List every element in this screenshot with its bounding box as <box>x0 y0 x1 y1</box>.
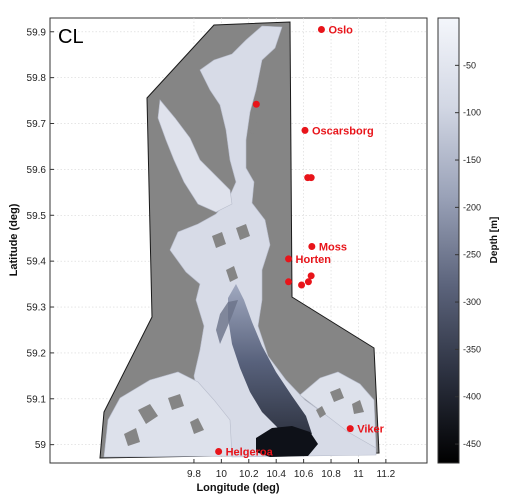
y-tick-label: 59.8 <box>27 73 47 84</box>
colorbar-tick-label: -250 <box>463 250 481 260</box>
x-tick-label: 10.4 <box>266 469 286 480</box>
colorbar-tick-label: -300 <box>463 297 481 307</box>
deep-channel <box>228 284 312 440</box>
x-axis-label: Longitude (deg) <box>196 482 279 494</box>
colorbar-tick-label: -400 <box>463 392 481 402</box>
islands-main-fjord <box>212 118 257 282</box>
colorbar-tick-label: -350 <box>463 344 481 354</box>
site-label: Viker <box>357 424 384 436</box>
site-marker <box>308 242 316 250</box>
station-marker <box>285 278 293 286</box>
site-label: Horten <box>296 254 332 266</box>
site-label: Oslo <box>328 24 353 36</box>
colorbar-tick-label: -100 <box>463 108 481 118</box>
site-marker <box>285 255 293 263</box>
station-marker <box>307 174 315 182</box>
site-marker <box>301 126 309 134</box>
y-tick-label: 59.5 <box>27 211 47 222</box>
site-label: Oscarsborg <box>312 125 374 137</box>
eastern-bay <box>299 371 377 449</box>
y-tick-label: 59.7 <box>27 119 47 130</box>
y-tick-label: 59.9 <box>27 27 47 38</box>
site-marker <box>346 425 354 433</box>
y-tick-label: 59.4 <box>27 257 47 268</box>
y-tick-label: 59 <box>35 440 47 451</box>
x-tick-label: 10.2 <box>239 469 259 480</box>
island-cluster-west <box>124 394 204 446</box>
y-tick-label: 59.2 <box>27 348 47 359</box>
inner-fjord-branch-west <box>157 99 233 213</box>
y-tick-label: 59.6 <box>27 165 47 176</box>
x-tick-label: 11.2 <box>377 469 396 480</box>
deepest-basin <box>256 426 318 457</box>
channel-branch <box>216 300 238 344</box>
station-marker <box>304 278 312 286</box>
colorbar-ticks: -50 -100 -150 -200 -250 -300 -350 -400 -450 <box>455 60 481 449</box>
y-axis-ticks: 59.9 59.8 59.7 59.6 59.5 59.4 59.3 59.2 59.1 59 <box>27 27 54 451</box>
site-marker <box>317 25 325 33</box>
map-layer <box>99 21 380 459</box>
station-marker <box>252 100 260 108</box>
x-tick-label: 9.8 <box>187 469 201 480</box>
site-label: Helgeroa <box>226 447 274 459</box>
colorbar-label: Depth [m] <box>489 217 500 264</box>
colorbar-tick-label: -450 <box>463 439 481 449</box>
y-axis-label: Latitude (deg) <box>8 203 20 276</box>
panel-label: CL <box>58 26 84 48</box>
colorbar <box>437 17 460 464</box>
site-marker <box>215 448 223 456</box>
station-marker <box>307 272 315 280</box>
y-tick-label: 59.1 <box>27 394 47 405</box>
site-label: Moss <box>319 241 347 253</box>
x-tick-label: 10.6 <box>294 469 314 480</box>
colorbar-tick-label: -150 <box>463 155 481 165</box>
x-tick-label: 10.8 <box>321 469 341 480</box>
x-tick-label: 10 <box>216 469 228 480</box>
station-marker <box>298 281 306 289</box>
x-axis-ticks: 9.8 10 10.2 10.4 10.6 10.8 11 11.2 <box>187 459 396 480</box>
colorbar-tick-label: -50 <box>463 60 476 70</box>
colorbar-tick-label: -200 <box>463 202 481 212</box>
y-tick-label: 59.3 <box>27 303 47 314</box>
x-tick-label: 11 <box>353 469 364 480</box>
island-cluster-east <box>316 388 364 418</box>
